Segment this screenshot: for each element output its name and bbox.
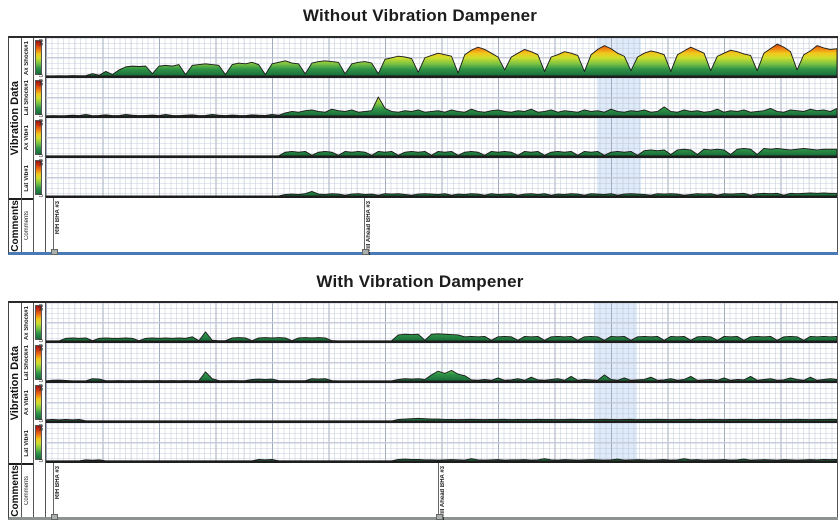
chart2-sidebar: Vibration Data Comments Ax Shock#1 Lat S…	[9, 303, 46, 517]
heat-scale-bar	[34, 40, 42, 75]
comment-text: RIH BHA #3	[55, 466, 62, 500]
track-lat-vib	[46, 158, 837, 198]
chart-with-dampener: Vibration Data Comments Ax Shock#1 Lat S…	[8, 301, 838, 520]
track-label-lat-vib: Lat Vib#1	[24, 164, 31, 192]
comment-text: Drill Ahead BHA #3	[439, 466, 446, 521]
heat-scale-bar	[34, 160, 42, 195]
heat-scale-bar	[34, 425, 42, 460]
scale-max: 50	[39, 304, 45, 311]
chart2-plot: RIH BHA #3 Drill Ahead BHA #3	[46, 303, 838, 520]
scale-min: 0	[39, 153, 45, 157]
comment-entry: Drill Ahead BHA #3	[361, 198, 372, 255]
scale-min: 0	[39, 113, 45, 117]
chart1-track-labels: Ax Shock#1 Lat Shock#1 Ax Vib#1 Lat Vib#…	[22, 38, 34, 252]
track-ax-shock	[46, 38, 837, 78]
heat-scale-bar	[34, 120, 42, 155]
scale-max: 50	[39, 159, 45, 166]
vibration-data-label: Vibration Data	[9, 80, 22, 156]
scale-min: 0	[39, 73, 45, 77]
comments-section-label: Comments	[9, 200, 21, 252]
chart2-comments-area: RIH BHA #3 Drill Ahead BHA #3	[46, 463, 837, 520]
chart1-sidebar: Vibration Data Comments Ax Shock#1 Lat S…	[9, 38, 46, 252]
comment-entry: RIH BHA #3	[51, 463, 61, 520]
chart-without-dampener: Vibration Data Comments Ax Shock#1 Lat S…	[8, 36, 838, 255]
scale-min: 0	[39, 193, 45, 197]
chart1-sidebar-groups: Vibration Data Comments	[9, 38, 23, 252]
chart1-title: Without Vibration Dampener	[302, 6, 538, 25]
track-label-lat-shock: Lat Shock#1	[24, 80, 31, 116]
scale-max: 50	[39, 384, 45, 391]
scale-max: 50	[39, 119, 45, 126]
track-label-lat-shock: Lat Shock#1	[24, 345, 31, 381]
chart1-tracks	[46, 38, 837, 198]
scale-min: 0	[39, 378, 45, 382]
heat-scale-bar	[34, 385, 42, 420]
track-label-ax-shock: Ax Shock#1	[24, 40, 31, 76]
comments-section-label: Comments	[9, 465, 21, 517]
chart1-plot: RIH BHA #3 Drill Ahead BHA #3	[46, 38, 838, 255]
vibration-data-label: Vibration Data	[9, 345, 22, 421]
track-ax-shock	[46, 303, 837, 343]
comment-entry: RIH BHA #3	[51, 198, 61, 255]
scale-max: 50	[39, 424, 45, 431]
scale-min: 0	[39, 458, 45, 462]
comment-text: Drill Ahead BHA #3	[365, 201, 372, 256]
track-label-lat-vib: Lat Vib#1	[24, 429, 31, 457]
track-ax-vib	[46, 383, 837, 423]
comments-sub-label: Comments	[24, 476, 31, 506]
chart1-comments-area: RIH BHA #3 Drill Ahead BHA #3	[46, 198, 837, 255]
track-lat-vib	[46, 423, 837, 463]
comment-entry: Drill Ahead BHA #3	[435, 463, 446, 520]
track-label-ax-shock: Ax Shock#1	[24, 305, 31, 341]
chart2-track-labels: Ax Shock#1 Lat Shock#1 Ax Vib#1 Lat Vib#…	[22, 303, 34, 517]
track-label-ax-vib: Ax Vib#1	[24, 390, 31, 416]
scale-max: 50	[39, 79, 45, 86]
track-lat-shock	[46, 343, 837, 383]
track-label-ax-vib: Ax Vib#1	[24, 125, 31, 151]
scale-max: 50	[39, 344, 45, 351]
chart1-scale-bars: 50 0 50 0 50 0 50 0	[34, 38, 46, 252]
chart2-sidebar-groups: Vibration Data Comments	[9, 303, 23, 517]
chart2-scale-bars: 50 0 50 0 50 0 50 0	[34, 303, 46, 517]
comment-text: RIH BHA #3	[55, 201, 62, 235]
track-lat-shock	[46, 78, 837, 118]
scale-max: 50	[39, 39, 45, 46]
chart2-title: With Vibration Dampener	[316, 272, 524, 291]
heat-scale-bar	[34, 305, 42, 340]
comments-sub-label: Comments	[24, 211, 31, 241]
scale-min: 0	[39, 338, 45, 342]
heat-scale-bar	[34, 345, 42, 380]
track-ax-vib	[46, 118, 837, 158]
scale-min: 0	[39, 418, 45, 422]
chart2-tracks	[46, 303, 837, 463]
heat-scale-bar	[34, 80, 42, 115]
